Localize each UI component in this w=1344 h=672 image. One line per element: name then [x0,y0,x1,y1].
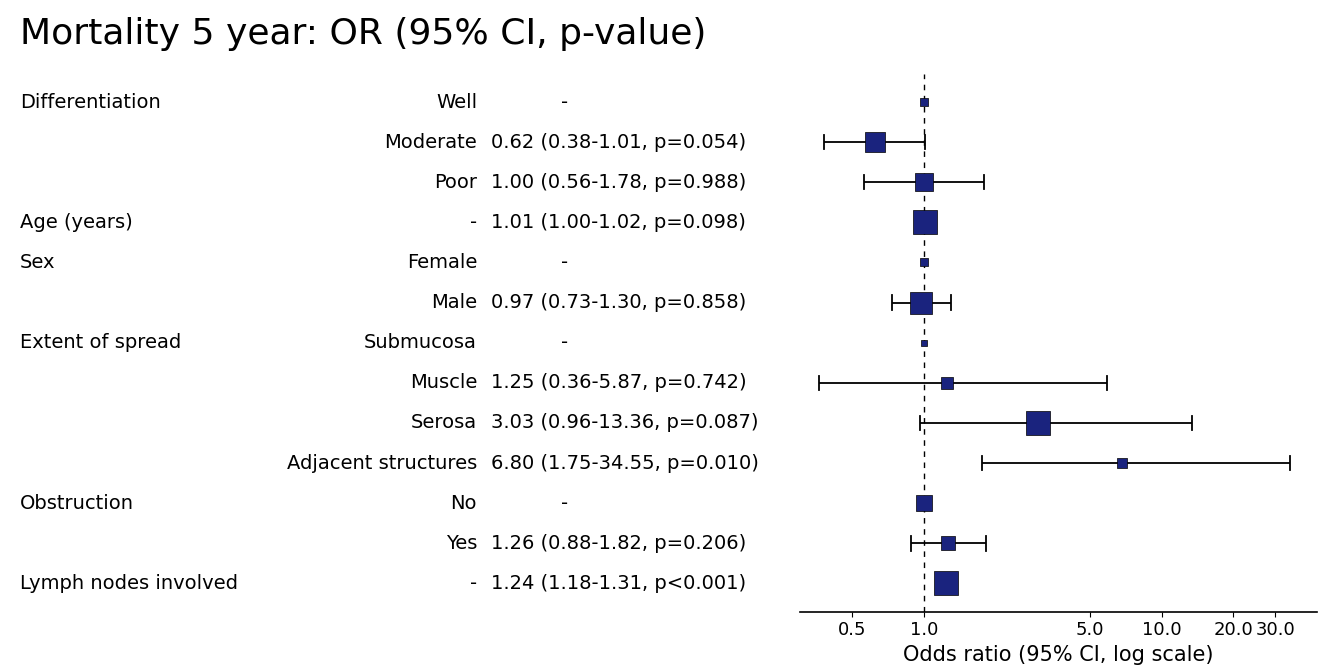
Text: 1.25 (0.36-5.87, p=0.742): 1.25 (0.36-5.87, p=0.742) [491,374,746,392]
Text: Adjacent structures: Adjacent structures [286,454,477,472]
Text: Mortality 5 year: OR (95% CI, p-value): Mortality 5 year: OR (95% CI, p-value) [20,17,707,51]
Text: Well: Well [435,93,477,112]
Text: 6.80 (1.75-34.55, p=0.010): 6.80 (1.75-34.55, p=0.010) [491,454,758,472]
Text: Muscle: Muscle [410,374,477,392]
Point [914,498,935,509]
Text: Male: Male [431,293,477,312]
Point [1111,458,1133,468]
Point [914,177,935,187]
Text: -: - [560,333,569,352]
Text: Yes: Yes [446,534,477,553]
Point [914,257,935,268]
Text: Female: Female [407,253,477,272]
Point [914,337,935,348]
X-axis label: Odds ratio (95% CI, log scale): Odds ratio (95% CI, log scale) [903,645,1214,665]
Point [914,97,935,108]
Text: -: - [560,253,569,272]
Point [910,297,931,308]
Text: 1.00 (0.56-1.78, p=0.988): 1.00 (0.56-1.78, p=0.988) [491,173,746,192]
Text: Extent of spread: Extent of spread [20,333,181,352]
Text: 1.26 (0.88-1.82, p=0.206): 1.26 (0.88-1.82, p=0.206) [491,534,746,553]
Point [864,136,886,147]
Text: -: - [470,213,477,232]
Point [935,578,957,589]
Text: Differentiation: Differentiation [20,93,161,112]
Point [1028,417,1050,428]
Text: 0.62 (0.38-1.01, p=0.054): 0.62 (0.38-1.01, p=0.054) [491,132,746,152]
Text: Obstruction: Obstruction [20,494,134,513]
Text: 1.01 (1.00-1.02, p=0.098): 1.01 (1.00-1.02, p=0.098) [491,213,746,232]
Text: Moderate: Moderate [384,132,477,152]
Text: 1.24 (1.18-1.31, p<0.001): 1.24 (1.18-1.31, p<0.001) [491,574,746,593]
Text: 0.97 (0.73-1.30, p=0.858): 0.97 (0.73-1.30, p=0.858) [491,293,746,312]
Text: -: - [560,494,569,513]
Point [914,217,935,228]
Text: Poor: Poor [434,173,477,192]
Text: Serosa: Serosa [411,413,477,433]
Point [937,538,958,549]
Text: 3.03 (0.96-13.36, p=0.087): 3.03 (0.96-13.36, p=0.087) [491,413,758,433]
Text: -: - [560,93,569,112]
Text: Lymph nodes involved: Lymph nodes involved [20,574,238,593]
Text: -: - [470,574,477,593]
Text: Age (years): Age (years) [20,213,133,232]
Text: Sex: Sex [20,253,55,272]
Text: Submucosa: Submucosa [364,333,477,352]
Point [937,378,958,388]
Text: No: No [450,494,477,513]
